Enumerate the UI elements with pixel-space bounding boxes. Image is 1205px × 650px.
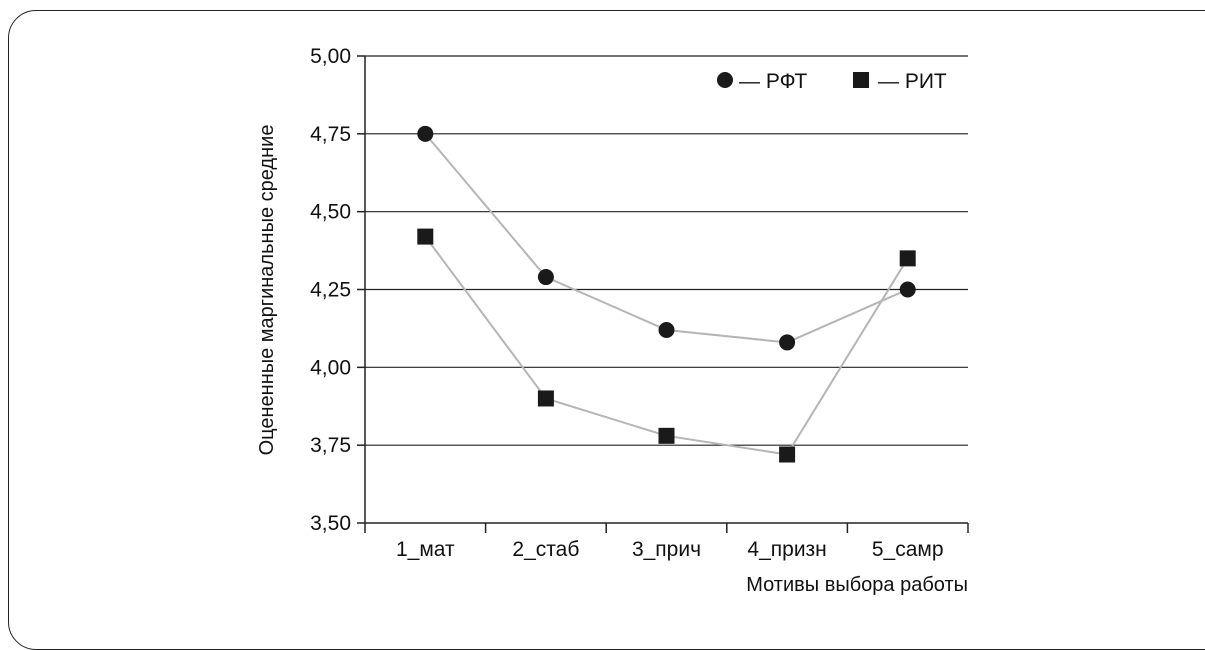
data-point-circle xyxy=(537,269,554,286)
x-axis-title: Мотивы выбора работы xyxy=(746,574,968,596)
legend-label-rit: — РИТ xyxy=(878,70,947,93)
legend-marker-rft xyxy=(717,72,733,88)
y-tick-label: 4,25 xyxy=(310,279,351,302)
y-tick-label: 4,75 xyxy=(310,123,351,146)
series-lines xyxy=(424,133,909,456)
legend-label-rft: — РФТ xyxy=(739,70,807,93)
x-tick-label: 2_стаб xyxy=(512,538,579,561)
data-point-circle xyxy=(779,334,796,351)
legend: — РФТ — РИТ xyxy=(717,70,947,93)
series-line-1 xyxy=(424,133,909,344)
data-point-square xyxy=(779,446,796,463)
y-axis-ticks: 3,50 3,75 4,00 4,25 4,50 4,75 5,00 xyxy=(310,45,365,535)
x-tick-label: 3_прич xyxy=(632,538,701,561)
y-tick-label: 5,00 xyxy=(310,45,351,68)
data-point-circle xyxy=(658,321,675,338)
data-point-circle xyxy=(417,125,434,142)
line-chart: 3,50 3,75 4,00 4,25 4,50 4,75 5,00 1_мат 2_стаб… xyxy=(256,45,969,596)
y-tick-label: 4,50 xyxy=(310,201,351,224)
data-point-square xyxy=(537,390,554,407)
series-line-2 xyxy=(424,235,909,456)
data-point-square xyxy=(899,250,916,267)
y-tick-label: 3,50 xyxy=(310,512,351,535)
x-tick-label: 5_самр xyxy=(872,538,944,561)
x-axis-ticks: 1_мат 2_стаб 3_прич 4_призн 5_самр xyxy=(364,523,969,561)
gridlines xyxy=(365,55,968,446)
x-tick-label: 4_призн xyxy=(747,538,826,561)
legend-marker-rit xyxy=(853,72,869,88)
data-point-circle xyxy=(899,281,916,298)
y-tick-label: 3,75 xyxy=(310,434,351,457)
y-tick-label: 4,00 xyxy=(310,356,351,379)
data-point-square xyxy=(658,427,675,444)
y-axis-title: Оцененные маргинальные средние xyxy=(256,125,278,456)
x-tick-label: 1_мат xyxy=(396,538,455,561)
series-markers xyxy=(417,125,916,463)
data-point-square xyxy=(417,228,434,245)
